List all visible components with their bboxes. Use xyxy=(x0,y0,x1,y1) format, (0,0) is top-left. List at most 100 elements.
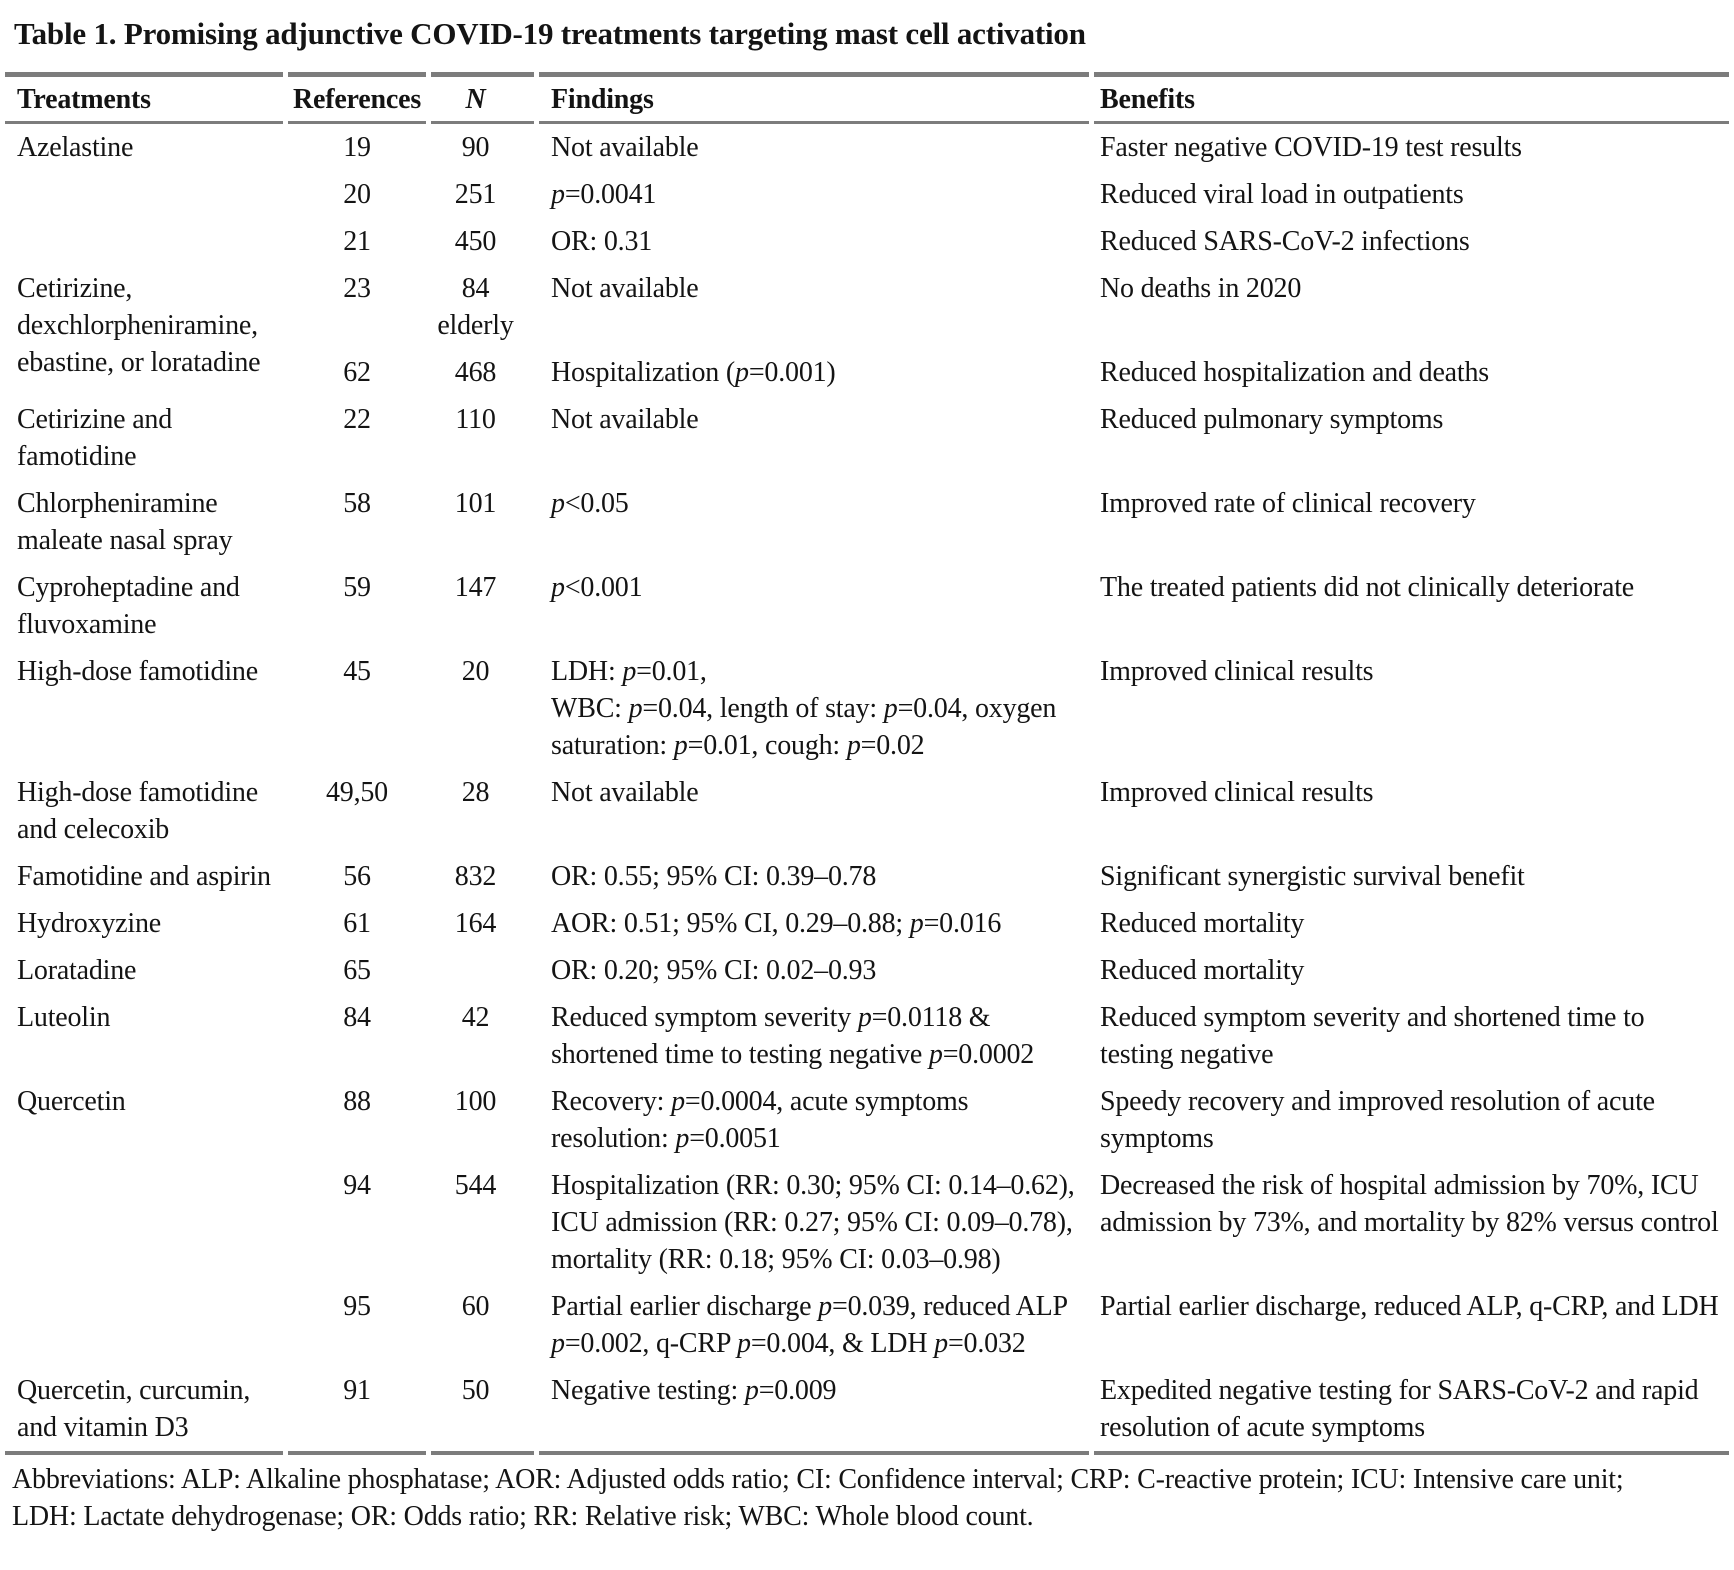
treatment-cell: Cetirizine, dexchlorpheniramine, ebastin… xyxy=(17,273,261,378)
n-cell: 20 xyxy=(461,656,490,687)
treatment-cell: Quercetin, curcumin, and vitamin D3 xyxy=(5,1367,283,1455)
reference-cell: 21 xyxy=(343,226,371,257)
benefits-cell: Reduced pulmonary symptoms xyxy=(1100,404,1444,435)
table-row: High-dose famotidine 45 20 LDH: p=0.01, WBC… xyxy=(5,648,1729,769)
benefits-cell: The treated patients did not clinically … xyxy=(1100,572,1635,603)
findings-cell: p<0.001 xyxy=(551,572,643,603)
table-row: Quercetin 88 100 Recovery: p=0.0004, acute … xyxy=(5,1078,1729,1162)
treatment-cell: Cyproheptadine and fluvoxamine xyxy=(17,572,240,640)
italic-p: p xyxy=(744,1375,759,1406)
treatment-cell: Loratadine xyxy=(17,955,137,986)
table-row: Famotidine and aspirin 56 832 OR: 0.55; 95%… xyxy=(5,853,1729,900)
header-n: N xyxy=(431,72,534,124)
findings-cell: LDH: p=0.01, WBC: p=0.04, length of stay… xyxy=(551,656,1057,761)
treatment-cell: High-dose famotidine and celecoxib xyxy=(17,777,258,845)
findings-cell: Not available xyxy=(551,404,699,435)
reference-cell: 19 xyxy=(343,132,371,163)
benefits-cell: Improved rate of clinical recovery xyxy=(1100,488,1476,519)
treatment-cell: Chlorpheniramine maleate nasal spray xyxy=(17,488,233,556)
treatment-cell: Azelastine xyxy=(17,132,134,163)
italic-p: p xyxy=(928,1039,943,1070)
benefits-cell: Improved clinical results xyxy=(1100,777,1374,808)
n-cell: 544 xyxy=(454,1170,497,1201)
italic-p: p xyxy=(934,1328,948,1359)
header-findings: Findings xyxy=(539,72,1089,124)
italic-p: p xyxy=(675,1123,690,1154)
table-row: High-dose famotidine and celecoxib 49,50 2… xyxy=(5,769,1729,853)
findings-cell: OR: 0.55; 95% CI: 0.39–0.78 xyxy=(551,861,877,892)
benefits-cell: Reduced viral load in outpatients xyxy=(1100,179,1464,210)
reference-cell: 95 xyxy=(343,1291,371,1322)
table-row: 20 251 p=0.0041 Reduced viral load in outpa… xyxy=(5,171,1729,218)
benefits-cell: Reduced symptom severity and shortened t… xyxy=(1100,1002,1645,1070)
n-cell: 468 xyxy=(454,357,497,388)
table-row: Quercetin, curcumin, and vitamin D3 91 50 N… xyxy=(5,1367,1729,1455)
n-cell: 101 xyxy=(454,488,497,519)
table-row: 21 450 OR: 0.31 Reduced SARS-CoV-2 infectio… xyxy=(5,218,1729,265)
reference-cell: 22 xyxy=(343,404,371,435)
reference-cell: 45 xyxy=(343,656,371,687)
benefits-cell: Reduced hospitalization and deaths xyxy=(1100,357,1489,388)
italic-p: p xyxy=(737,1328,751,1359)
findings-cell: OR: 0.31 xyxy=(551,226,653,257)
table-row: 62 468 Hospitalization (p=0.001) Reduced ho… xyxy=(5,349,1729,396)
italic-p: p xyxy=(818,1291,832,1322)
reference-cell: 20 xyxy=(343,179,371,210)
n-cell: 147 xyxy=(454,572,497,603)
findings-cell: Hospitalization (RR: 0.30; 95% CI: 0.14–… xyxy=(551,1170,1075,1275)
reference-cell: 23 xyxy=(343,273,371,304)
findings-cell: Not available xyxy=(551,273,699,304)
table-title: Table 1. Promising adjunctive COVID-19 t… xyxy=(14,16,1086,51)
reference-cell: 91 xyxy=(288,1367,426,1455)
treatment-cell: Luteolin xyxy=(17,1002,111,1033)
reference-cell: 84 xyxy=(343,1002,371,1033)
italic-p: p xyxy=(551,572,565,603)
table-body: Azelastine 19 90 Not available Faster negati… xyxy=(5,124,1729,1455)
table-row: Chlorpheniramine maleate nasal spray 58 10… xyxy=(5,480,1729,564)
benefits-cell: Faster negative COVID-19 test results xyxy=(1100,132,1522,163)
table-row: 95 60 Partial earlier discharge p=0.039, r… xyxy=(5,1283,1729,1367)
benefits-cell: Reduced mortality xyxy=(1100,908,1305,939)
findings-cell: Hospitalization (p=0.001) xyxy=(551,357,836,388)
treatment-cell: High-dose famotidine xyxy=(17,656,258,687)
reference-cell: 59 xyxy=(343,572,371,603)
table-row: 94 544 Hospitalization (RR: 0.30; 95% CI: … xyxy=(5,1162,1729,1283)
n-cell: 164 xyxy=(454,908,497,939)
benefits-cell: Partial earlier discharge, reduced ALP, … xyxy=(1100,1291,1719,1322)
italic-p: p xyxy=(883,693,898,724)
italic-p: p xyxy=(857,1002,872,1033)
findings-cell: Not available xyxy=(551,777,699,808)
table-row: Cyproheptadine and fluvoxamine 59 147 p<0.0… xyxy=(5,564,1729,648)
benefits-cell: Speedy recovery and improved resolution … xyxy=(1100,1086,1655,1154)
n-cell: 60 xyxy=(461,1291,490,1322)
reference-cell: 49,50 xyxy=(325,777,388,808)
findings-cell: Not available xyxy=(551,132,699,163)
header-row: Treatments References N Findings Benefit… xyxy=(5,72,1729,124)
header-benefits: Benefits xyxy=(1094,72,1729,124)
header-references: References xyxy=(288,72,426,124)
italic-p: p xyxy=(846,730,861,761)
findings-cell: Recovery: p=0.0004, acute symptoms resol… xyxy=(551,1086,969,1154)
table-footnote: Abbreviations: ALP: Alkaline phosphatase… xyxy=(12,1464,1624,1532)
findings-cell: OR: 0.20; 95% CI: 0.02–0.93 xyxy=(551,955,877,986)
n-cell: 28 xyxy=(461,777,490,808)
table-row: Hydroxyzine 61 164 AOR: 0.51; 95% CI, 0.29–… xyxy=(5,900,1729,947)
reference-cell: 58 xyxy=(343,488,371,519)
n-cell: 84 elderly xyxy=(437,273,514,341)
findings-cell: AOR: 0.51; 95% CI, 0.29–0.88; p=0.016 xyxy=(551,908,1002,939)
benefits-cell: Significant synergistic survival benefit xyxy=(1100,861,1525,892)
benefits-cell: Expedited negative testing for SARS-CoV-… xyxy=(1094,1367,1729,1455)
findings-cell: Reduced symptom severity p=0.0118 & shor… xyxy=(551,1002,1035,1070)
italic-p: p xyxy=(671,1086,685,1117)
benefits-cell: No deaths in 2020 xyxy=(1100,273,1302,304)
n-cell: 251 xyxy=(454,179,497,210)
findings-cell: p=0.0041 xyxy=(551,179,657,210)
italic-p: p xyxy=(628,693,643,724)
benefits-cell: Decreased the risk of hospital admission… xyxy=(1100,1170,1719,1238)
n-cell: 450 xyxy=(454,226,497,257)
reference-cell: 62 xyxy=(343,357,371,388)
treatment-cell: Quercetin xyxy=(17,1086,126,1117)
table-row: Cetirizine, dexchlorpheniramine, ebastin… xyxy=(5,265,1729,378)
treatments-table: Treatments References N Findings Benefit… xyxy=(0,72,1734,1455)
findings-cell: p<0.05 xyxy=(551,488,629,519)
